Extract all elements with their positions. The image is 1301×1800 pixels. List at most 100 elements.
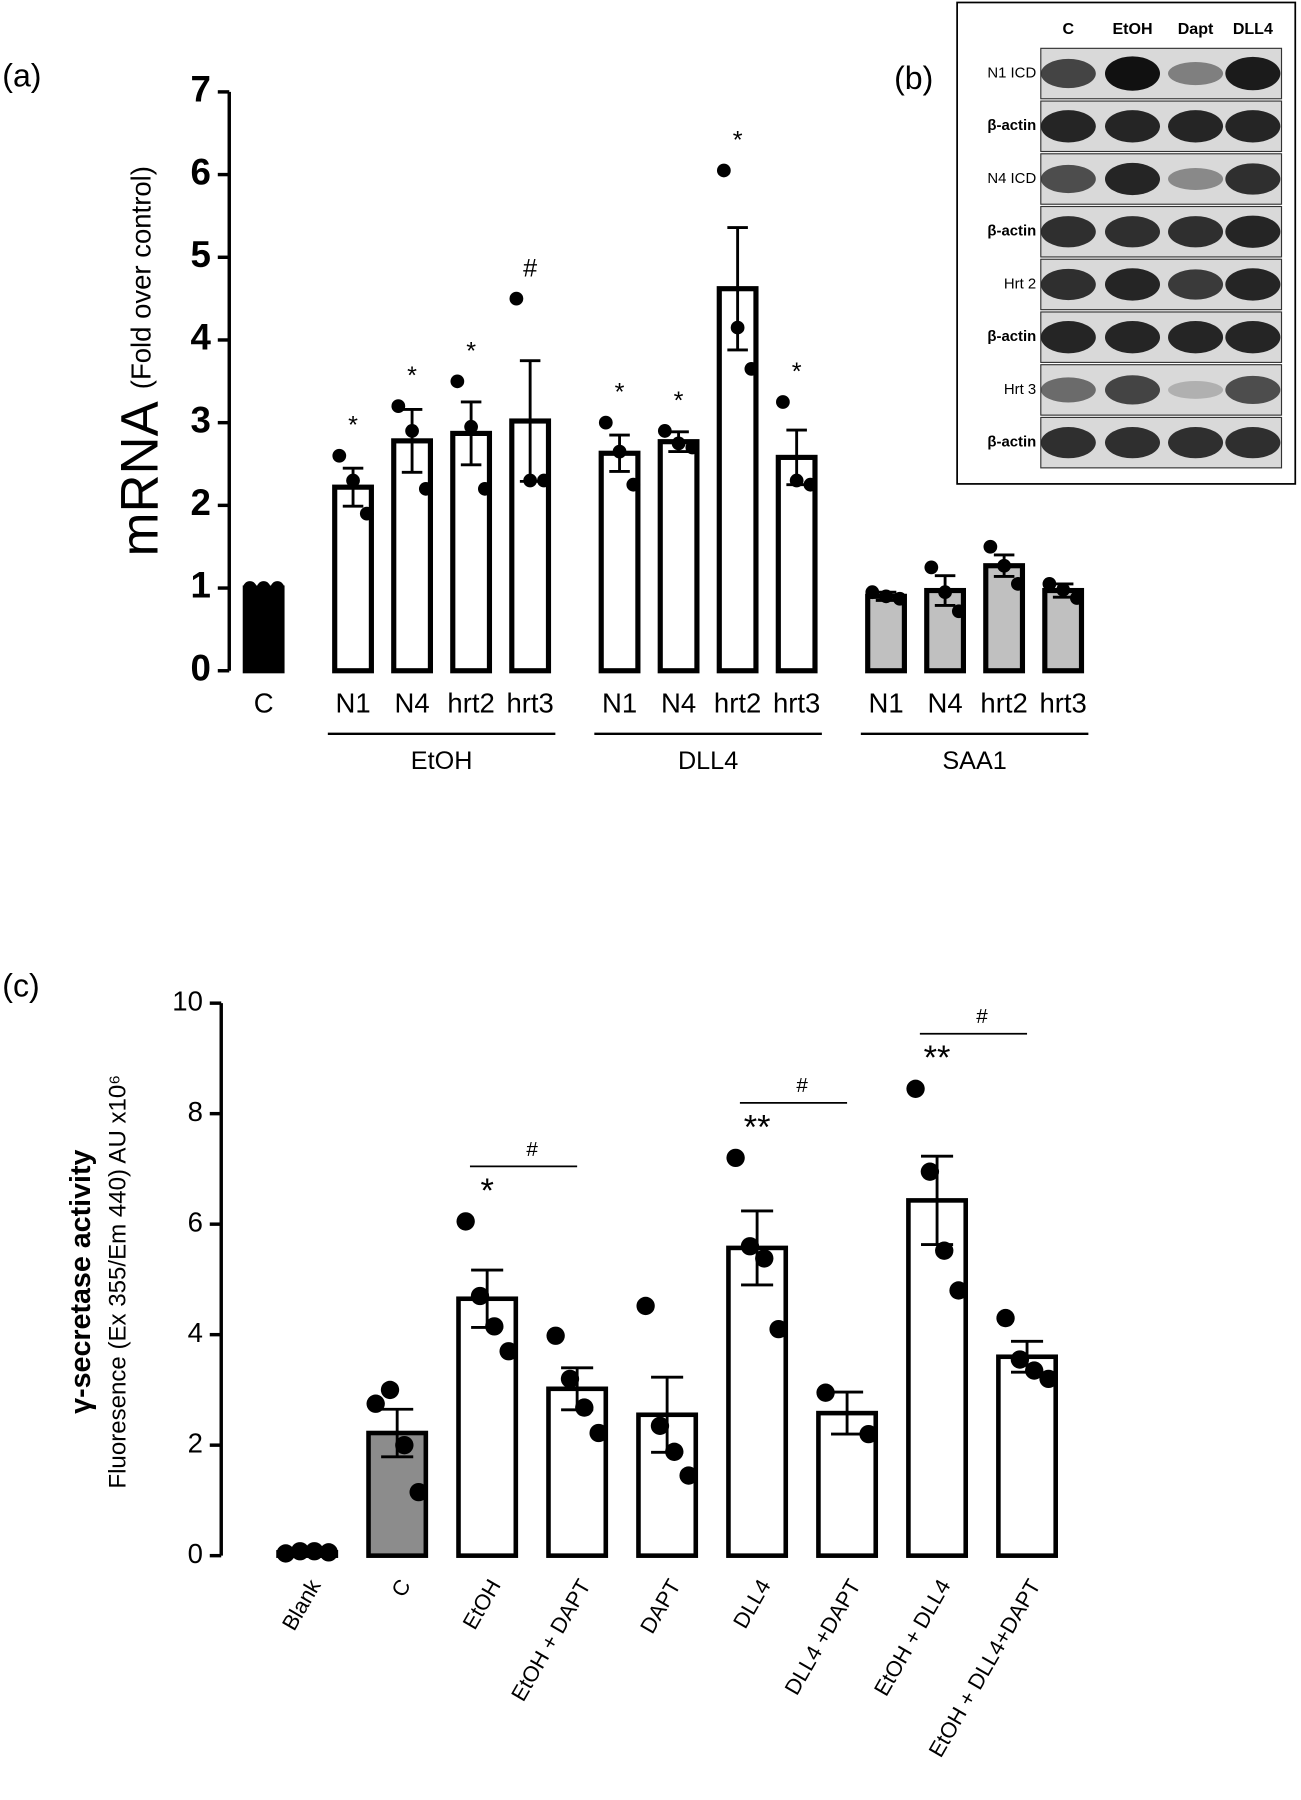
significance-mark: *: [674, 387, 684, 415]
blot-column-label: EtOH: [1112, 20, 1152, 38]
blot-row-label: β-actin: [987, 329, 1036, 345]
blot-band: [1040, 216, 1096, 248]
data-point: [332, 448, 347, 463]
data-point: [477, 481, 492, 496]
significance-mark: *: [466, 337, 476, 365]
significance-mark: *: [733, 126, 743, 154]
data-point: [509, 291, 524, 306]
bar: [716, 286, 759, 674]
data-point: [935, 1241, 954, 1260]
data-point: [290, 1542, 310, 1561]
data-point: [359, 506, 374, 521]
y-tick-label: 7: [191, 69, 211, 110]
data-point: [997, 558, 1011, 573]
error-bar: [831, 1390, 864, 1436]
data-point: [546, 1326, 565, 1345]
blot-row-label: N4 ICD: [987, 171, 1036, 187]
data-point: [755, 1249, 774, 1268]
blot-row-label: β-actin: [987, 435, 1036, 451]
blot-band: [1168, 168, 1224, 191]
y-axis-label: mRNA (Fold over control): [110, 166, 169, 556]
y-tick-label: 6: [188, 1206, 203, 1237]
y-tick-label: 2: [188, 1427, 203, 1458]
x-tick-label: hrt3: [773, 687, 820, 718]
data-point: [803, 477, 818, 492]
blot-band: [1040, 268, 1096, 301]
data-point: [405, 424, 419, 438]
data-point: [270, 581, 285, 595]
data-point: [816, 1383, 835, 1402]
blot-band: [1104, 216, 1161, 248]
blot-band: [1104, 56, 1161, 91]
data-point: [726, 1148, 745, 1168]
data-point: [560, 1369, 580, 1389]
blot-band: [1225, 321, 1281, 354]
panel-label: (b): [894, 60, 933, 96]
blot-band: [1225, 215, 1281, 248]
data-point: [657, 424, 672, 438]
x-tick-label: hrt2: [980, 687, 1027, 718]
blot-row-label: N1 ICD: [987, 65, 1036, 81]
data-point: [776, 395, 790, 409]
significance-mark: #: [523, 255, 537, 283]
data-point: [450, 374, 465, 389]
blot-band: [1104, 375, 1161, 405]
y-tick-label: 0: [188, 1538, 203, 1569]
blot-row-label: Hrt 2: [1004, 276, 1036, 292]
data-point: [464, 419, 478, 434]
bar: [865, 593, 907, 674]
data-point: [879, 589, 893, 604]
blot-band: [1104, 426, 1161, 459]
x-tick-label: hrt2: [447, 687, 494, 718]
significance-mark: *: [615, 379, 625, 407]
significance-mark: **: [924, 1039, 951, 1077]
group-label: EtOH: [411, 747, 473, 775]
blot-band: [1040, 58, 1096, 89]
x-tick-label: N4: [661, 687, 696, 718]
data-point: [537, 473, 551, 488]
panel-label: (a): [2, 58, 41, 94]
blot-band: [1168, 321, 1224, 354]
blot-band: [1168, 380, 1224, 399]
x-tick-label: C: [254, 687, 274, 718]
blot-band: [1168, 110, 1224, 143]
data-point: [409, 1482, 428, 1502]
data-point: [906, 1079, 925, 1098]
data-point: [769, 1319, 788, 1339]
data-point: [924, 560, 939, 575]
group-label: DLL4: [678, 747, 738, 775]
bar: [450, 430, 493, 674]
y-label-main: γ-secretase activity: [65, 1149, 97, 1413]
data-point: [485, 1317, 504, 1336]
data-point: [1056, 582, 1071, 597]
blot-band: [1040, 110, 1096, 143]
y-label-sub: (Fold over control): [126, 166, 157, 389]
y-tick-label: 1: [191, 565, 211, 606]
data-point: [716, 163, 731, 178]
x-tick-label: N1: [335, 687, 370, 718]
x-tick-label: EtOH + DLL4: [869, 1575, 956, 1700]
data-point: [470, 1286, 490, 1306]
blot-band: [1225, 163, 1281, 195]
x-tick-label: N1: [868, 687, 903, 718]
data-point: [730, 320, 745, 335]
data-point: [740, 1237, 760, 1256]
data-point: [1042, 577, 1057, 591]
data-point: [983, 539, 998, 554]
group-label: SAA1: [942, 747, 1006, 775]
y-tick-label: 0: [191, 647, 211, 688]
data-point: [665, 1442, 684, 1461]
data-point: [949, 1281, 968, 1300]
significance-mark: *: [407, 362, 417, 390]
x-tick-label: Blank: [277, 1575, 326, 1635]
blot-band: [1225, 268, 1281, 301]
data-point: [319, 1543, 338, 1562]
data-point: [418, 481, 433, 496]
blot-band: [1168, 216, 1224, 248]
data-point: [636, 1296, 655, 1316]
blot-band: [1225, 56, 1281, 91]
blot-band: [1225, 110, 1281, 143]
blot-band: [1104, 110, 1161, 143]
significance-mark: **: [744, 1108, 771, 1146]
